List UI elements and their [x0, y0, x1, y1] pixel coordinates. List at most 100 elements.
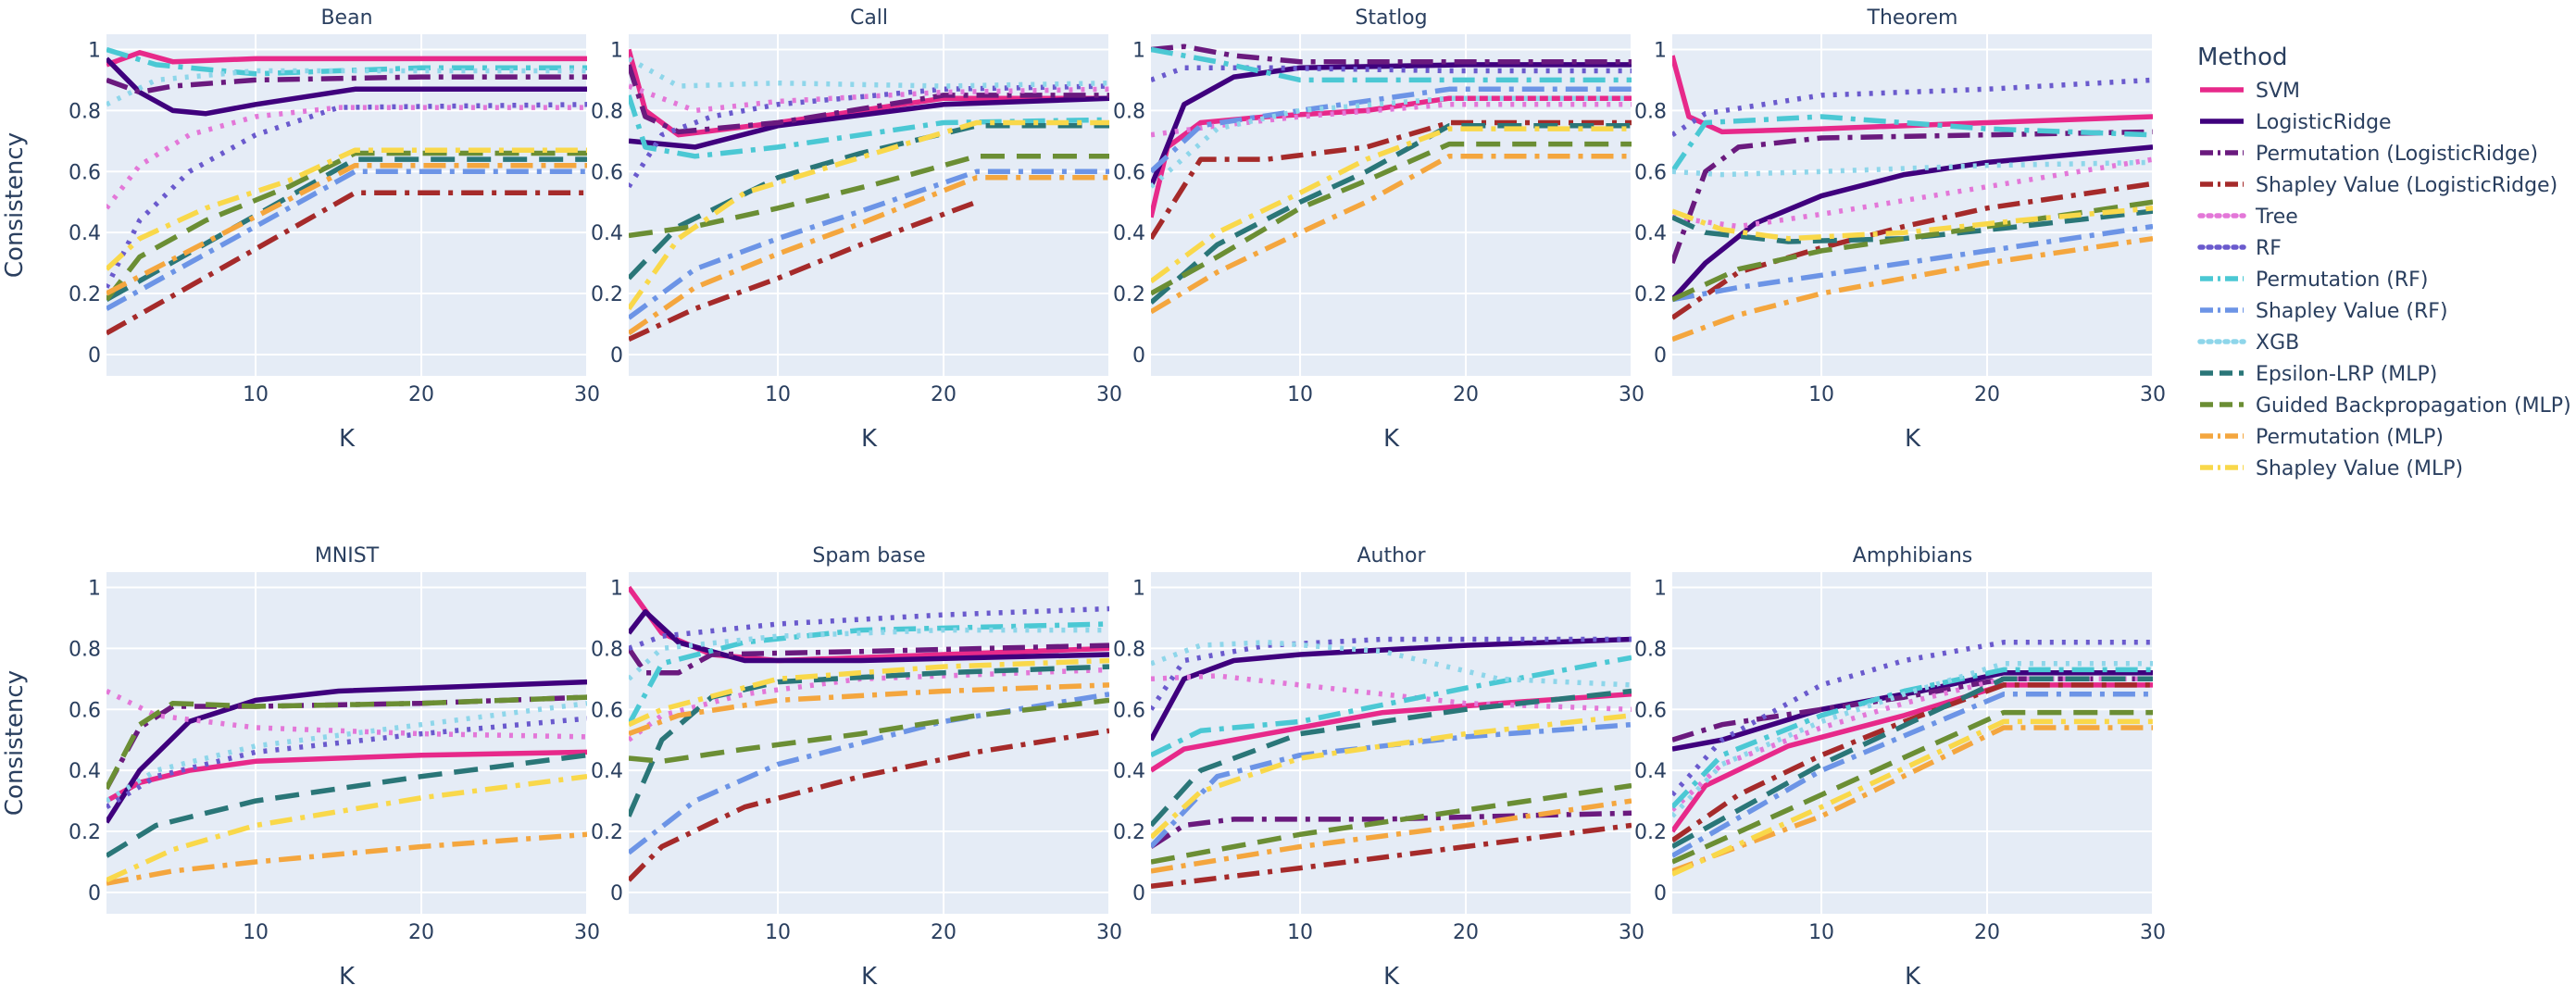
panel-spam-base: 0 0.2 0.4 0.6 0.8 1 10 20 30 Spam base K	[591, 544, 1122, 991]
y-tick-label: 0	[610, 344, 623, 368]
y-tick-label: 0	[1654, 882, 1667, 905]
plot-area	[106, 572, 587, 914]
legend-item-xgb[interactable]: XGB	[2197, 331, 2299, 355]
panel-title: Bean	[320, 6, 372, 30]
y-tick-label: 1	[88, 39, 101, 62]
y-tick-label: 0.2	[1113, 283, 1145, 306]
x-tick-label: 20	[1453, 921, 1479, 944]
series-line-permutation-logisticridge	[1151, 810, 1632, 849]
legend: Method SVM LogisticRidge Permutation (Logis…	[2197, 44, 2571, 480]
x-tick-label: 20	[408, 921, 434, 944]
y-tick-label: 0.6	[69, 161, 101, 184]
x-axis-label: K	[1383, 425, 1400, 453]
y-axis-label: Consistency	[1, 670, 29, 816]
series-group	[629, 48, 1109, 342]
series-line-shapley-value-mlp	[1672, 206, 2153, 242]
legend-item-epsilon-lrp-mlp[interactable]: Epsilon-LRP (MLP)	[2200, 363, 2437, 386]
series-line-rf	[106, 102, 587, 289]
series-line-permutation-rf	[1151, 46, 1632, 83]
series-line-guided-backpropagation-mlp	[1151, 141, 1632, 296]
panel-theorem: 0 0.2 0.4 0.6 0.8 1 10 20 30 Theorem K	[1634, 6, 2166, 453]
legend-item-tree[interactable]: Tree	[2197, 206, 2298, 229]
y-tick-label: 0.8	[1113, 100, 1145, 123]
series-line-epsilon-lrp-mlp	[1151, 688, 1632, 828]
series-line-guided-backpropagation-mlp	[629, 697, 1109, 765]
legend-item-rf[interactable]: RF	[2197, 237, 2282, 260]
series-line-permutation-mlp	[629, 175, 1109, 336]
series-line-rf	[1151, 636, 1632, 711]
x-tick-label: 20	[1453, 383, 1479, 406]
series-line-permutation-mlp	[106, 831, 587, 886]
panel-call: 0 0.2 0.4 0.6 0.8 1 10 20 30 Call K	[591, 6, 1122, 453]
series-line-permutation-rf	[1672, 667, 2153, 809]
series-line-epsilon-lrp-mlp	[1672, 676, 2153, 849]
y-tick-label: 0.2	[591, 283, 623, 306]
series-line-shapley-value-rf	[1672, 223, 2153, 303]
plot-area	[1151, 34, 1632, 376]
series-line-svm	[106, 749, 587, 804]
y-tick-label: 0.4	[1634, 760, 1667, 783]
legend-item-permutation-rf[interactable]: Permutation (RF)	[2200, 268, 2428, 292]
y-tick-label: 0.6	[1634, 699, 1667, 722]
y-tick-label: 0.6	[1634, 161, 1667, 184]
panel-amphibians: 0 0.2 0.4 0.6 0.8 1 10 20 30 Amphibians K	[1634, 544, 2166, 991]
series-line-xgb	[629, 56, 1109, 89]
x-tick-label: 10	[1808, 383, 1834, 406]
series-line-permutation-logisticridge	[629, 64, 1109, 135]
series-group	[629, 585, 1109, 882]
y-axis-label: Consistency	[1, 132, 29, 278]
legend-item-logisticridge[interactable]: LogisticRidge	[2200, 111, 2392, 134]
x-axis-label: K	[1905, 963, 1921, 991]
x-axis-label: K	[339, 963, 356, 991]
y-tick-label: 1	[88, 577, 101, 600]
y-tick-label: 0.8	[1634, 100, 1667, 123]
x-tick-label: 10	[1287, 921, 1313, 944]
y-tick-label: 0.4	[69, 222, 101, 245]
legend-label: Permutation (LogisticRidge)	[2256, 143, 2538, 166]
legend-label: Shapley Value (RF)	[2256, 300, 2448, 323]
legend-item-permutation-logisticridge[interactable]: Permutation (LogisticRidge)	[2200, 143, 2538, 166]
series-group	[1672, 640, 2153, 877]
legend-item-guided-backpropagation-mlp[interactable]: Guided Backpropagation (MLP)	[2200, 394, 2571, 418]
series-line-permutation-rf	[106, 46, 587, 77]
x-tick-label: 10	[243, 383, 269, 406]
plot-area	[1672, 572, 2153, 914]
x-tick-label: 30	[1096, 383, 1122, 406]
series-line-logisticridge	[106, 56, 587, 117]
series-line-logisticridge	[1672, 144, 2153, 302]
series-line-shapley-value-rf	[1672, 692, 2153, 858]
panel-title: MNIST	[315, 544, 380, 568]
y-tick-label: 0.8	[1634, 638, 1667, 661]
series-line-logisticridge	[106, 679, 587, 824]
y-tick-label: 0	[88, 344, 101, 368]
legend-item-shapley-value-logisticridge[interactable]: Shapley Value (LogisticRidge)	[2200, 174, 2557, 197]
y-tick-label: 0.4	[591, 222, 623, 245]
series-line-permutation-rf	[1672, 114, 2153, 173]
series-line-tree	[1672, 156, 2153, 230]
series-line-guided-backpropagation-mlp	[1672, 199, 2153, 303]
legend-item-permutation-mlp[interactable]: Permutation (MLP)	[2200, 426, 2444, 449]
y-tick-label: 1	[1654, 39, 1667, 62]
legend-item-shapley-value-mlp[interactable]: Shapley Value (MLP)	[2200, 457, 2463, 480]
series-line-svm	[106, 50, 587, 68]
x-tick-label: 20	[931, 383, 957, 406]
panel-bean: 0 0.2 0.4 0.6 0.8 1 10 20 30 Bean K Consistency	[1, 6, 600, 453]
series-line-shapley-value-logisticridge	[1672, 181, 2153, 320]
series-line-tree	[629, 667, 1109, 742]
y-tick-label: 0.2	[591, 821, 623, 844]
series-line-permutation-mlp	[1151, 154, 1632, 315]
legend-label: Permutation (RF)	[2256, 268, 2428, 292]
series-line-guided-backpropagation-mlp	[629, 154, 1109, 239]
series-line-guided-backpropagation-mlp	[1672, 709, 2153, 865]
legend-item-shapley-value-rf[interactable]: Shapley Value (RF)	[2200, 300, 2448, 323]
x-tick-label: 10	[765, 383, 791, 406]
series-line-shapley-value-mlp	[1151, 713, 1632, 840]
y-tick-label: 0.4	[69, 760, 101, 783]
panel-title: Call	[850, 6, 888, 30]
x-axis-label: K	[339, 425, 356, 453]
x-tick-label: 10	[1808, 921, 1834, 944]
x-tick-label: 30	[2140, 383, 2166, 406]
x-axis-label: K	[1905, 425, 1921, 453]
legend-item-svm[interactable]: SVM	[2200, 80, 2300, 103]
series-group	[106, 46, 587, 336]
